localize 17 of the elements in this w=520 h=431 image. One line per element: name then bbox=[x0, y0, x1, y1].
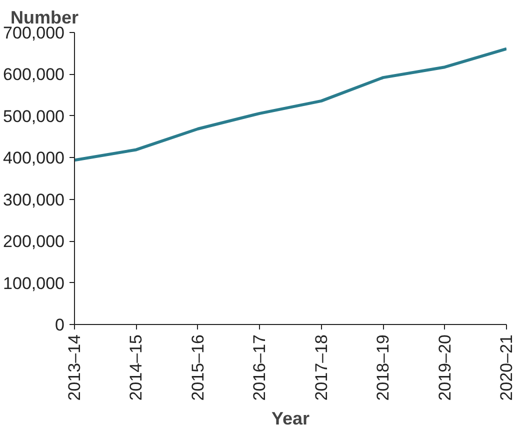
x-tick-label: 2017–18 bbox=[312, 334, 331, 401]
x-tick-label: 2015–16 bbox=[188, 334, 208, 401]
y-tick-label: 0 bbox=[55, 316, 65, 334]
x-tick-label: 2020–21 bbox=[497, 334, 516, 401]
x-tick-label: 2019–20 bbox=[435, 334, 454, 401]
x-axis-title: Year bbox=[271, 408, 310, 429]
x-tick-label: 2013–14 bbox=[65, 334, 84, 401]
x-tick-label: 2018–19 bbox=[374, 334, 393, 401]
x-tick-label: 2014–15 bbox=[126, 334, 146, 401]
y-tick-label: 400,000 bbox=[3, 148, 64, 168]
y-tick-label: 200,000 bbox=[3, 232, 64, 252]
line-series bbox=[74, 47, 506, 162]
y-tick-label: 500,000 bbox=[3, 106, 64, 126]
y-tick-label: 100,000 bbox=[3, 274, 64, 293]
y-tick-label: 600,000 bbox=[3, 65, 64, 84]
y-tick-label: 300,000 bbox=[3, 190, 64, 210]
x-tick-label: 2016–17 bbox=[250, 334, 270, 401]
